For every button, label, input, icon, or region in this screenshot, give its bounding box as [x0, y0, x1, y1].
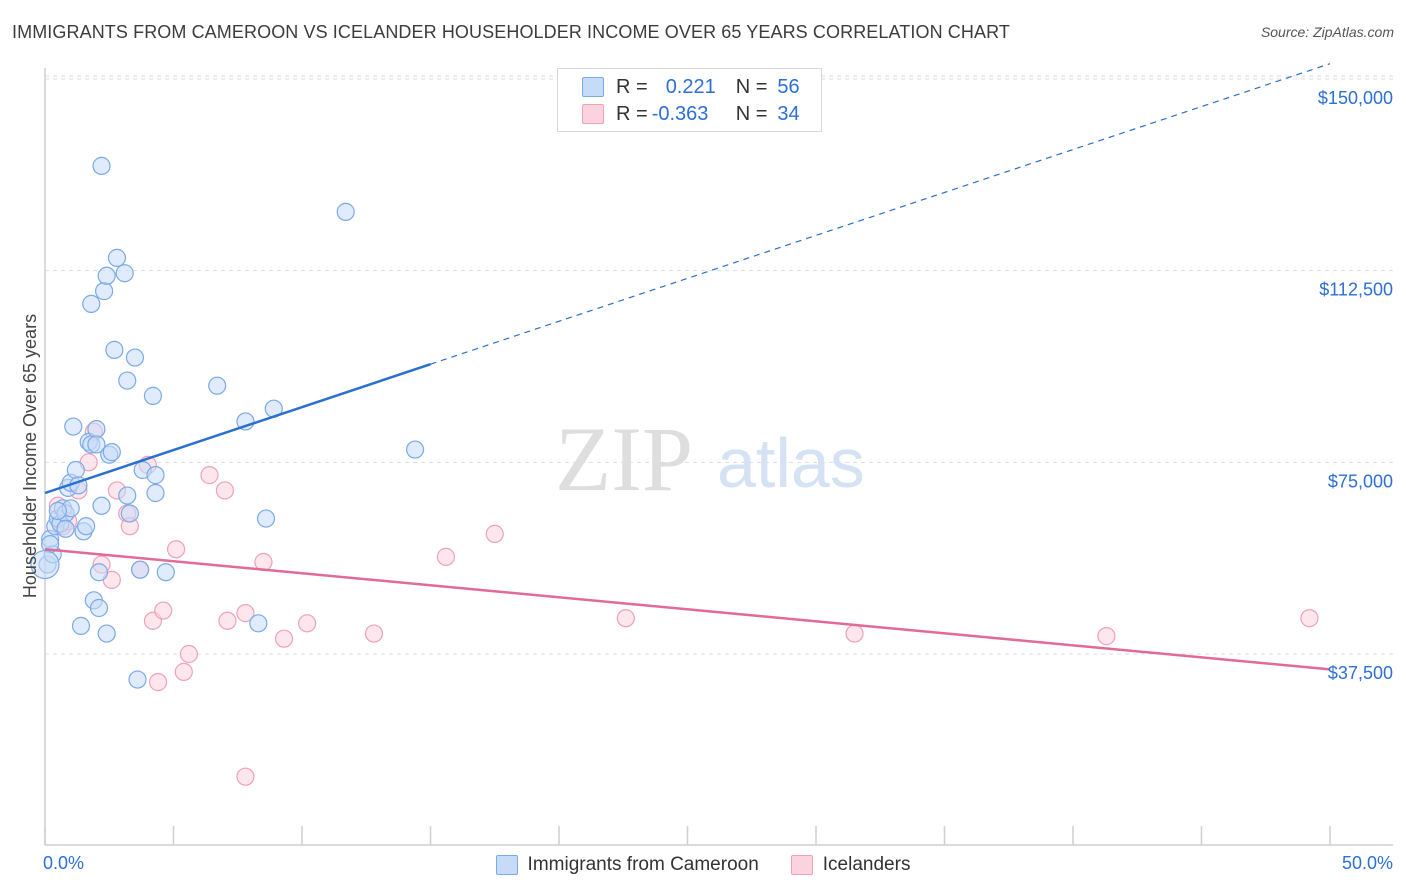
point-cameroon — [66, 460, 85, 480]
legend-row-cameroon: R = 0.221 N = 56 — [582, 73, 800, 101]
point-cameroon — [92, 496, 111, 515]
chart-title: IMMIGRANTS FROM CAMEROON VS ICELANDER HO… — [12, 22, 1010, 42]
point-cameroon — [120, 504, 139, 523]
point-icelanders — [179, 644, 199, 664]
point-cameroon — [125, 348, 145, 367]
point-icelanders — [298, 614, 317, 633]
watermark-atlas: atlas — [717, 424, 865, 502]
series-legend: Immigrants from Cameroon Icelanders — [0, 853, 1406, 877]
legend-label-icelanders: Icelanders — [822, 854, 911, 875]
point-cameroon — [64, 417, 83, 436]
point-icelanders — [148, 673, 168, 692]
legend-r-label: R = — [616, 75, 648, 98]
watermark-zip: ZIP — [555, 408, 693, 510]
point-cameroon — [97, 624, 116, 643]
point-cameroon — [118, 371, 137, 390]
point-icelanders — [166, 540, 186, 559]
legend-n-value: 34 — [777, 102, 800, 125]
point-icelanders — [364, 624, 384, 643]
point-icelanders — [174, 662, 193, 681]
legend-swatch-blue — [582, 77, 604, 97]
point-icelanders — [436, 547, 456, 566]
watermark: ZIP atlas — [555, 408, 865, 510]
legend-n-value: 56 — [777, 75, 800, 98]
legend-row-icelanders: R = -0.363 N = 34 — [582, 100, 800, 128]
point-cameroon — [130, 560, 150, 579]
point-cameroon — [30, 549, 60, 580]
chart-source: Source: ZipAtlas.com — [1260, 24, 1394, 40]
legend-r-value: -0.363 — [651, 102, 709, 125]
point-icelanders — [154, 601, 173, 620]
point-cameroon — [77, 517, 96, 536]
point-cameroon — [95, 282, 114, 301]
legend-item-cameroon[interactable]: Immigrants from Cameroon — [495, 853, 759, 877]
point-cameroon — [56, 519, 75, 538]
trend-lines — [44, 63, 1331, 671]
point-cameroon — [115, 264, 134, 283]
point-cameroon — [97, 266, 116, 285]
point-icelanders — [236, 604, 255, 623]
y-tick-label: $150,000 — [1318, 88, 1393, 108]
point-cameroon — [118, 486, 137, 505]
point-icelanders — [485, 524, 504, 543]
point-cameroon — [249, 614, 268, 633]
point-cameroon — [208, 376, 227, 395]
axis-labels: $37,500 $75,000 $112,500 $150,000 0.0% 50.0% H… — [20, 88, 1393, 873]
legend-swatch-blue — [495, 855, 518, 875]
data-points — [30, 156, 1319, 786]
trend-line-cameroon — [44, 363, 431, 495]
point-cameroon — [89, 563, 109, 582]
point-cameroon — [156, 563, 175, 582]
legend-r-label: R = — [616, 102, 648, 125]
point-icelanders — [215, 481, 234, 500]
legend-item-icelanders[interactable]: Icelanders — [790, 853, 911, 877]
point-cameroon — [405, 440, 425, 459]
x-tick-label-max: 50.0% — [1342, 853, 1393, 873]
point-cameroon — [128, 670, 147, 689]
point-cameroon — [48, 501, 67, 520]
trend-line-icelanders — [44, 547, 1331, 671]
point-cameroon — [336, 202, 355, 221]
point-icelanders — [236, 767, 255, 786]
trend-line-cameroon-extrapolated — [430, 63, 1331, 365]
legend-swatch-pink — [790, 855, 813, 875]
point-cameroon — [105, 340, 124, 359]
point-cameroon — [82, 294, 101, 313]
y-tick-label: $37,500 — [1328, 663, 1393, 683]
point-icelanders — [845, 624, 864, 643]
point-cameroon — [146, 466, 165, 485]
x-tick-label-min: 0.0% — [43, 853, 84, 873]
correlation-legend: R = 0.221 N = 56 R = -0.363 N = 34 — [557, 68, 822, 132]
point-cameroon — [87, 435, 106, 454]
point-icelanders — [1300, 609, 1319, 628]
point-cameroon — [92, 156, 111, 175]
legend-label-cameroon: Immigrants from Cameroon — [527, 854, 759, 875]
point-icelanders — [1097, 627, 1116, 646]
point-cameroon — [71, 616, 91, 635]
point-icelanders — [200, 466, 219, 485]
point-icelanders — [616, 609, 635, 628]
axes — [44, 68, 1393, 846]
point-icelanders — [274, 629, 294, 648]
y-tick-label: $112,500 — [1319, 280, 1393, 300]
y-tick-label: $75,000 — [1328, 471, 1393, 491]
point-cameroon — [107, 248, 127, 267]
point-icelanders — [218, 611, 237, 630]
point-cameroon — [87, 420, 106, 439]
point-cameroon — [256, 509, 276, 528]
point-cameroon — [102, 443, 121, 462]
legend-r-value: 0.221 — [665, 75, 716, 98]
legend-n-label: N = — [735, 75, 768, 98]
point-cameroon — [146, 483, 165, 503]
point-cameroon — [143, 386, 163, 405]
point-cameroon — [89, 598, 109, 618]
y-axis-label: Householder Income Over 65 years — [20, 314, 40, 598]
legend-swatch-pink — [582, 104, 604, 124]
legend-n-label: N = — [735, 102, 768, 125]
